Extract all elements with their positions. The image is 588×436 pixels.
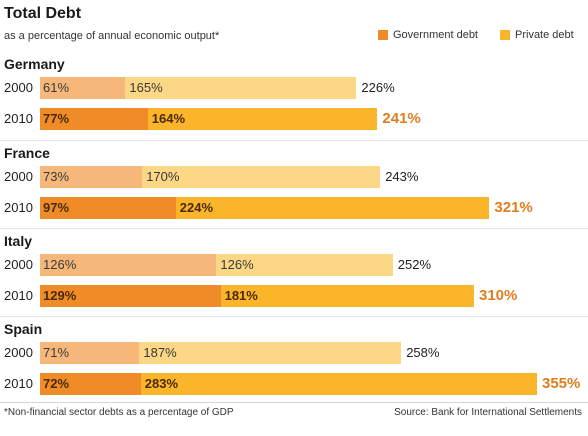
total-debt-label: 243% (385, 169, 419, 184)
year-label: 2010 (4, 376, 33, 391)
year-label: 2000 (4, 80, 33, 95)
government-debt-label: 129% (43, 288, 77, 303)
private-debt-label: 181% (224, 288, 258, 303)
private-debt-label: 283% (144, 376, 179, 391)
year-label: 2010 (4, 288, 33, 303)
government-debt-label: 61% (43, 80, 70, 95)
chart-subtitle: as a percentage of annual economic outpu… (4, 30, 220, 42)
government-debt-label: 97% (43, 200, 70, 215)
section-divider (0, 228, 588, 229)
private-debt-label: 126% (220, 257, 254, 272)
year-label: 2000 (4, 169, 33, 184)
government-debt-label: 77% (43, 111, 70, 126)
private-debt-label: 165% (129, 80, 163, 95)
government-debt-bar (40, 166, 143, 188)
government-debt-bar (40, 254, 217, 276)
private-debt-label: 164% (151, 111, 186, 126)
private-debt-label: 187% (143, 345, 177, 360)
country-label-italy: Italy (4, 233, 33, 249)
private-debt-bar (216, 254, 393, 276)
government-debt-bar (40, 373, 141, 395)
year-label: 2010 (4, 200, 33, 215)
legend-government: Government debt (378, 29, 478, 41)
private-debt-bar (142, 166, 381, 188)
government-debt-label: 72% (43, 376, 70, 391)
chart-title: Total Debt (4, 5, 82, 22)
source-note: Source: Bank for International Settlemen… (394, 407, 582, 418)
year-label: 2000 (4, 257, 33, 272)
private-debt-label: 224% (179, 200, 214, 215)
government-debt-bar (40, 197, 176, 219)
private-debt-bar (140, 373, 537, 395)
total-debt-label: 310% (479, 287, 518, 304)
legend-private: Private debt (500, 29, 574, 41)
legend-government-swatch (378, 30, 388, 40)
total-debt-label: 355% (542, 375, 581, 392)
private-debt-bar (125, 77, 357, 99)
private-debt-bar (139, 342, 402, 364)
total-debt-label: 226% (361, 80, 395, 95)
country-label-france: France (4, 145, 50, 161)
year-label: 2000 (4, 345, 33, 360)
government-debt-bar (40, 342, 140, 364)
footnote: *Non-financial sector debts as a percent… (4, 407, 234, 418)
government-debt-label: 71% (43, 345, 70, 360)
private-debt-bar (175, 197, 490, 219)
private-debt-label: 170% (146, 169, 180, 184)
section-divider (0, 316, 588, 317)
government-debt-bar (40, 285, 221, 307)
total-debt-label: 321% (494, 199, 533, 216)
legend-private-label: Private debt (515, 29, 574, 41)
legend-private-swatch (500, 30, 510, 40)
government-debt-bar (40, 108, 148, 130)
government-debt-label: 126% (43, 257, 77, 272)
government-debt-label: 73% (43, 169, 70, 184)
section-divider (0, 140, 588, 141)
footer-divider (0, 402, 588, 403)
year-label: 2010 (4, 111, 33, 126)
country-label-spain: Spain (4, 321, 43, 337)
private-debt-bar (220, 285, 474, 307)
private-debt-bar (147, 108, 378, 130)
country-label-germany: Germany (4, 56, 65, 72)
total-debt-label: 258% (406, 345, 440, 360)
government-debt-bar (40, 77, 126, 99)
total-debt-label: 252% (397, 257, 432, 272)
legend-government-label: Government debt (393, 29, 478, 41)
total-debt-label: 241% (382, 110, 421, 127)
